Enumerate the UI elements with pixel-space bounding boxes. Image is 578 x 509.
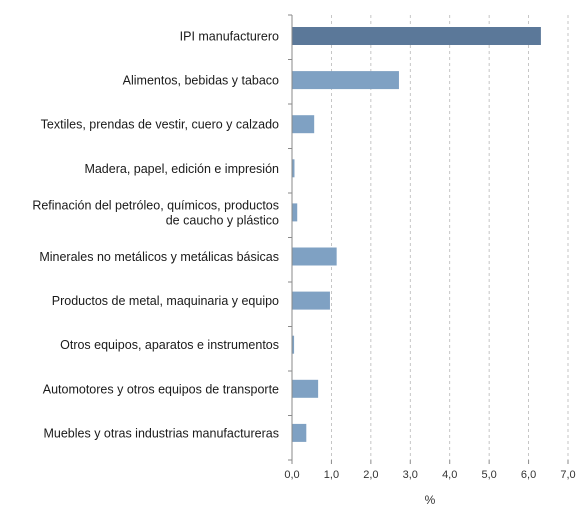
x-tick-label: 5,0 [481, 469, 496, 481]
x-tick-label: 1,0 [324, 469, 339, 481]
bar [292, 71, 399, 90]
x-axis-title: % [425, 493, 436, 507]
x-tick-labels: 0,0 1,0 2,0 3,0 4,0 5,0 6,0 7,0 [284, 469, 575, 481]
bar [292, 203, 298, 222]
category-label: Otros equipos, aparatos e instrumentos [60, 338, 279, 352]
x-tick-label: 6,0 [521, 469, 536, 481]
category-labels: IPI manufacturero Alimentos, bebidas y ta… [32, 30, 279, 441]
category-label: IPI manufacturero [180, 30, 279, 44]
category-label: Textiles, prendas de vestir, cuero y cal… [41, 118, 279, 132]
x-tick-label: 4,0 [442, 469, 457, 481]
category-label: Minerales no metálicos y metálicas básic… [39, 250, 279, 264]
bars [292, 27, 541, 442]
bar [292, 335, 295, 354]
category-label: Productos de metal, maquinaria y equipo [52, 294, 279, 308]
bar [292, 423, 307, 442]
bar [292, 291, 330, 310]
bar [292, 115, 315, 134]
category-label: Madera, papel, edición e impresión [84, 162, 279, 176]
x-tick-label: 2,0 [363, 469, 378, 481]
category-label: Alimentos, bebidas y tabaco [123, 74, 279, 88]
category-label: Muebles y otras industrias manufacturera… [43, 426, 279, 440]
bar [292, 159, 295, 178]
x-tick-label: 3,0 [403, 469, 418, 481]
bar [292, 379, 319, 398]
bar [292, 27, 541, 45]
bar [292, 247, 337, 266]
x-tick-label: 7,0 [560, 469, 575, 481]
axes [288, 14, 569, 464]
gridlines [331, 15, 569, 460]
category-label: de caucho y plástico [166, 213, 279, 227]
x-tick-label: 0,0 [284, 469, 299, 481]
category-label: Refinación del petróleo, químicos, produ… [32, 198, 279, 212]
category-label: Automotores y otros equipos de transport… [43, 382, 279, 396]
